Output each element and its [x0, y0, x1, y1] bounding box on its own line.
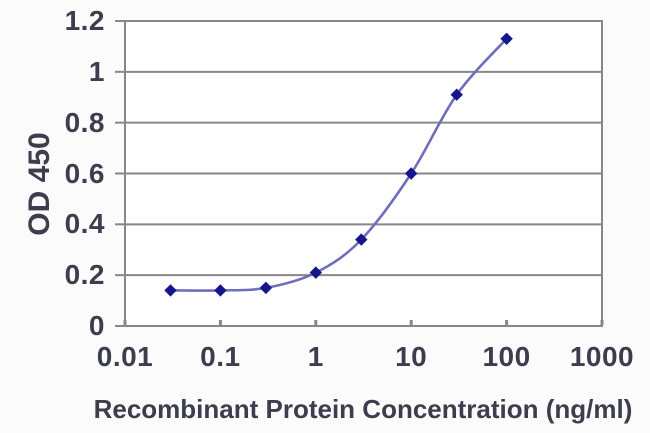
data-point-marker: [500, 32, 513, 45]
y-tick-label: 0.4: [64, 208, 105, 240]
x-tick-label: 0.1: [200, 341, 241, 372]
y-tick-label: 1.2: [64, 5, 105, 36]
x-tick-label: 1000: [569, 341, 635, 372]
y-tick-label: 0.8: [64, 106, 105, 138]
y-tick-label: 0: [88, 310, 105, 341]
x-tick-label: 100: [482, 341, 531, 372]
data-point-marker: [214, 284, 227, 297]
x-tick-label: 0.01: [96, 341, 154, 372]
y-tick-label: 0.2: [64, 259, 105, 291]
data-point-marker: [450, 88, 463, 101]
x-tick-label: 10: [395, 341, 428, 372]
x-tick-label: 1: [307, 341, 324, 372]
y-tick-label: 1: [88, 55, 105, 87]
data-point-marker: [355, 233, 368, 246]
x-axis-title: Recombinant Protein Concentration (ng/ml…: [93, 394, 633, 424]
data-point-marker: [404, 167, 418, 180]
y-tick-label: 0.6: [64, 157, 105, 189]
data-point-marker: [259, 281, 273, 295]
data-point-marker: [164, 284, 177, 297]
data-point-marker: [309, 266, 323, 279]
